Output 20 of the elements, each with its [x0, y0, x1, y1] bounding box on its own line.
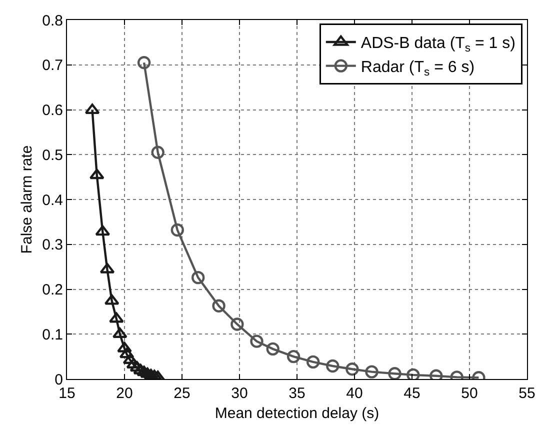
x-tick-label: 30 — [231, 385, 248, 402]
legend-label: ADS-B data (T$_{s}$ = 1 s) — [360, 35, 516, 55]
y-tick-label: 0.3 — [42, 236, 63, 254]
x-axis-title: Mean detection delay (s) — [214, 405, 380, 422]
x-tick-label: 40 — [346, 385, 363, 402]
y-tick-label: 0.8 — [42, 12, 63, 30]
x-tick-label: 35 — [288, 385, 306, 402]
y-tick-label: 0.6 — [42, 102, 63, 119]
y-tick-label: 0.2 — [42, 282, 63, 298]
y-tick-label: 0.1 — [42, 326, 63, 344]
y-tick-label: 0.4 — [42, 192, 63, 209]
y-axis-title: False alarm rate — [18, 145, 36, 254]
x-tick-label: 25 — [174, 385, 190, 402]
y-tick-label: 0.7 — [42, 57, 63, 74]
x-tick-label: 50 — [461, 385, 478, 402]
y-tick-label: 0.5 — [42, 146, 63, 164]
x-tick-label: 55 — [518, 385, 536, 402]
legend-label: Radar (T$_{s}$ = 6 s) — [360, 59, 475, 78]
x-tick-label: 45 — [404, 385, 420, 402]
x-tick-label: 20 — [116, 385, 133, 402]
